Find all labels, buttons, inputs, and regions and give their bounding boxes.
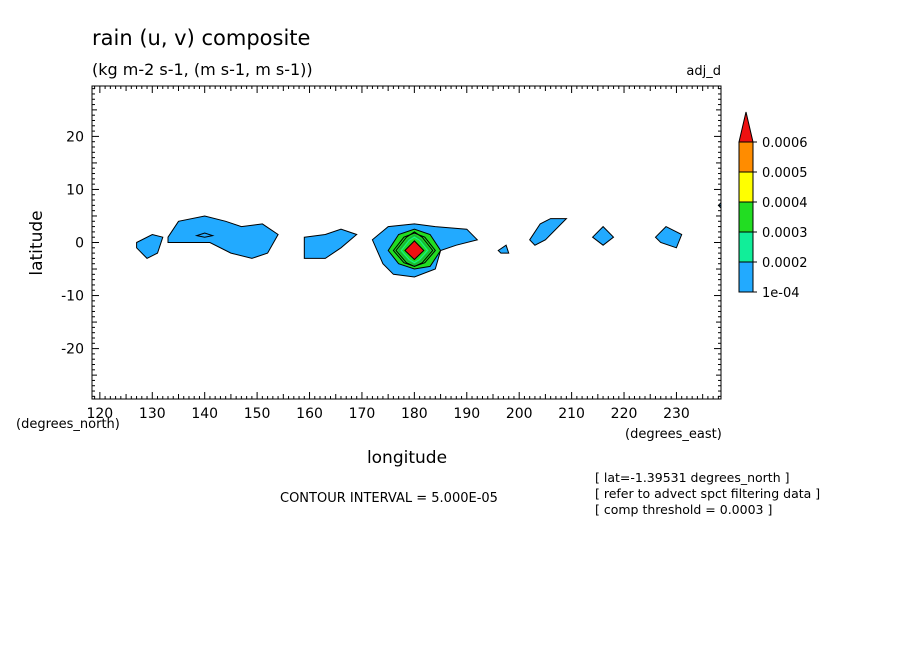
contour-lines [194,231,434,267]
x-tick-label: 120 [86,406,113,422]
y-axis-ticks: 20 10 0 -10 -20 [61,88,721,397]
x-tick-label: 170 [349,406,376,422]
x-tick-label: 220 [611,406,638,422]
y-tick-label: 0 [75,236,84,252]
x-tick-label: 230 [663,406,690,422]
contour-region [303,228,358,259]
y-tick-label: -20 [61,342,84,358]
x-units-label: (degrees_east) [625,427,722,442]
colorbar-label: 0.0002 [762,256,808,271]
contour-line [395,231,434,267]
colorbar-label: 0.0005 [762,166,808,181]
contour-region [167,215,279,259]
note-line: [ refer to advect spct filtering data ] [595,486,820,501]
contour-line [194,232,215,238]
colorbar-swatch [738,201,754,233]
chart-subtitle: (kg m-2 s-1, (m s-1, m s-1)) [92,60,313,79]
colorbar-label: 0.0003 [762,226,808,241]
x-axis-label: longitude [367,448,447,468]
y-axis-label: latitude [27,210,47,275]
x-tick-label: 130 [139,406,166,422]
corner-label: adj_d [686,64,721,79]
contour-region [497,244,510,254]
x-axis-ticks: 120 130 140 150 160 170 180 190 200 210 220 230 [86,86,719,422]
contour-line [402,238,427,262]
colorbar-swatch [738,171,754,203]
y-tick-label: -10 [61,289,84,305]
contour-region [404,240,425,261]
x-tick-label: 180 [401,406,428,422]
contour-region [136,233,164,260]
contour-line [397,234,431,266]
contour-region [654,225,683,249]
colorbar-over-arrow [738,111,754,143]
contour-interval: CONTOUR INTERVAL = 5.000E-05 [280,491,498,506]
y-units-label: (degrees_north) [16,417,120,432]
x-tick-label: 150 [244,406,271,422]
x-tick-label: 190 [453,406,480,422]
colorbar-swatch [738,261,754,293]
colorbar-swatch [738,231,754,263]
colorbar-label: 1e-04 [762,286,800,301]
x-tick-label: 160 [296,406,323,422]
y-tick-label: 10 [66,182,84,198]
colorbar: 0.0006 0.0005 0.0004 0.0003 0.0002 1e-04 [738,111,808,301]
note-line: [ lat=-1.39531 degrees_north ] [595,470,789,485]
x-tick-label: 140 [191,406,218,422]
contour-region [529,218,568,246]
filled-contour-regions [136,201,721,278]
chart-title: rain (u, v) composite [92,26,310,50]
colorbar-label: 0.0004 [762,196,808,211]
colorbar-swatch [738,141,754,173]
y-tick-label: 20 [66,129,84,145]
contour-line [400,236,429,264]
contour-region [591,225,615,246]
colorbar-label: 0.0006 [762,136,808,151]
x-tick-label: 200 [506,406,533,422]
x-tick-label: 210 [558,406,585,422]
note-line: [ comp threshold = 0.0003 ] [595,502,772,517]
